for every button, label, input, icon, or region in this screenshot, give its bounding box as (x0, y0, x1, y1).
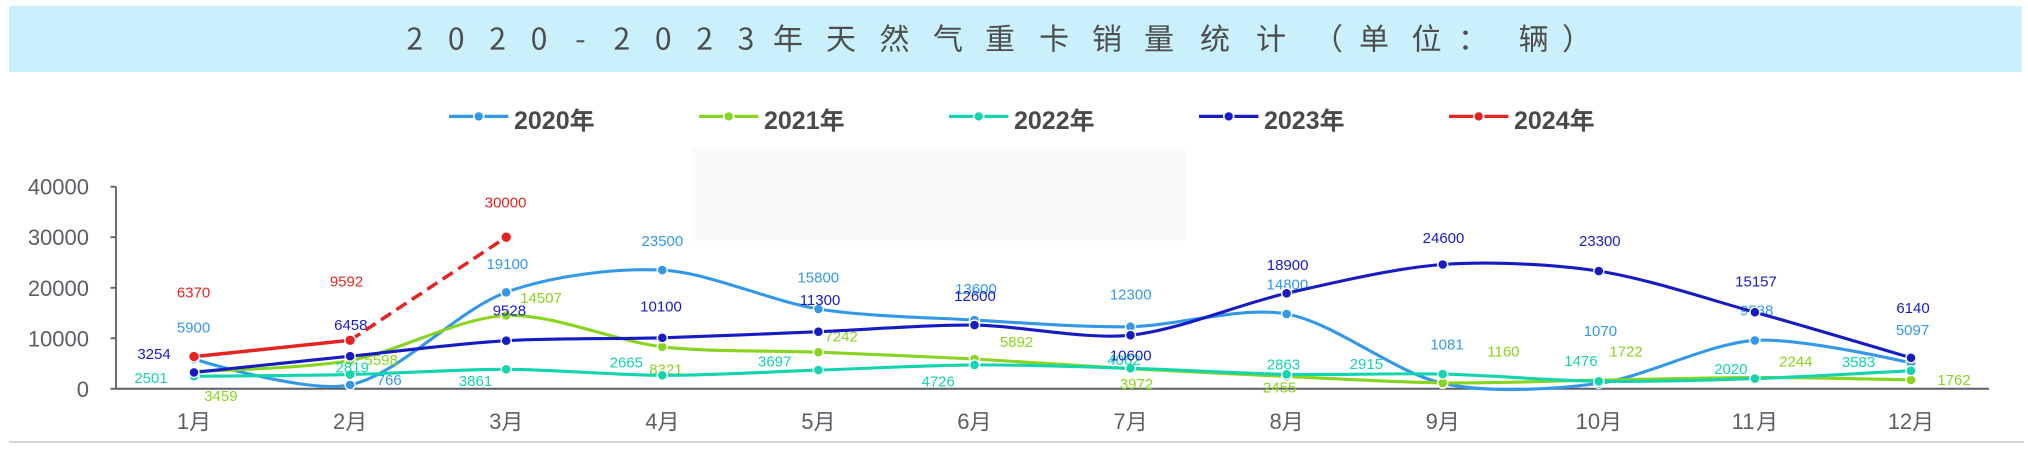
svg-text:7242: 7242 (825, 329, 858, 346)
svg-text:12600: 12600 (954, 288, 996, 305)
svg-text:10600: 10600 (1110, 347, 1152, 364)
svg-text:2665: 2665 (610, 355, 643, 372)
svg-text:1: 1 (177, 409, 189, 434)
svg-text:2244: 2244 (1779, 353, 1812, 370)
svg-text:3972: 3972 (1120, 376, 1153, 393)
svg-text:5892: 5892 (1000, 334, 1033, 351)
svg-text:6140: 6140 (1896, 300, 1929, 317)
svg-text:5598: 5598 (365, 352, 398, 369)
svg-text:15800: 15800 (797, 270, 839, 287)
svg-text:1762: 1762 (1937, 372, 1970, 389)
svg-text:3697: 3697 (758, 353, 791, 370)
svg-text:5: 5 (801, 409, 813, 434)
svg-text:19100: 19100 (486, 256, 528, 273)
svg-text:2501: 2501 (134, 370, 167, 387)
svg-text:2020: 2020 (1714, 361, 1747, 378)
svg-text:2819: 2819 (336, 360, 369, 377)
svg-text:4: 4 (645, 409, 657, 434)
svg-text:20000: 20000 (28, 276, 89, 301)
svg-text:14507: 14507 (520, 290, 562, 307)
svg-text:2024: 2024 (1514, 107, 1570, 135)
svg-text:12300: 12300 (1110, 286, 1152, 303)
svg-text:12: 12 (1888, 409, 1912, 434)
svg-text:10: 10 (1576, 409, 1600, 434)
svg-text:2020: 2020 (514, 107, 570, 135)
svg-text:5097: 5097 (1896, 322, 1929, 339)
svg-text:6370: 6370 (177, 284, 210, 301)
svg-text:2022: 2022 (1014, 107, 1070, 135)
svg-text:3254: 3254 (137, 346, 170, 363)
svg-text:4726: 4726 (922, 373, 955, 390)
svg-text:0: 0 (77, 377, 89, 402)
svg-text:1070: 1070 (1584, 323, 1617, 340)
svg-text:766: 766 (377, 372, 402, 389)
svg-text:18900: 18900 (1267, 257, 1309, 274)
svg-text:9: 9 (1426, 409, 1438, 434)
svg-text:11300: 11300 (800, 292, 841, 309)
svg-text:1476: 1476 (1564, 353, 1597, 370)
svg-text:2: 2 (333, 409, 345, 434)
svg-text:30000: 30000 (485, 195, 527, 212)
svg-text:2455: 2455 (1263, 380, 1296, 397)
svg-text:30000: 30000 (28, 225, 89, 250)
svg-text:13600: 13600 (955, 281, 997, 298)
svg-text:15157: 15157 (1735, 274, 1777, 291)
svg-text:1081: 1081 (1430, 337, 1463, 354)
svg-text:10100: 10100 (640, 299, 682, 316)
svg-text:4062: 4062 (1107, 352, 1140, 369)
svg-text:8: 8 (1270, 409, 1282, 434)
svg-text:23500: 23500 (642, 233, 684, 250)
svg-text:9592: 9592 (330, 273, 363, 290)
svg-text:9528: 9528 (493, 302, 526, 319)
svg-text:1722: 1722 (1609, 344, 1642, 361)
svg-text:3459: 3459 (204, 388, 237, 405)
svg-text:5900: 5900 (177, 319, 210, 336)
svg-text:2915: 2915 (1350, 356, 1383, 373)
svg-text:3: 3 (489, 409, 501, 434)
svg-text:24600: 24600 (1423, 230, 1465, 247)
svg-text:11: 11 (1732, 409, 1755, 434)
svg-text:3583: 3583 (1842, 354, 1875, 371)
svg-text:6458: 6458 (334, 317, 367, 334)
svg-text:2023: 2023 (1264, 107, 1320, 135)
svg-text:3861: 3861 (459, 373, 492, 390)
svg-text:7: 7 (1113, 409, 1125, 434)
svg-text:23300: 23300 (1579, 233, 1621, 250)
svg-text:6: 6 (957, 409, 969, 434)
svg-text:2863: 2863 (1267, 356, 1300, 373)
svg-text:2021: 2021 (764, 107, 820, 135)
svg-text:14800: 14800 (1267, 276, 1309, 293)
svg-text:1160: 1160 (1487, 344, 1519, 361)
svg-text:40000: 40000 (28, 175, 89, 200)
svg-text:10000: 10000 (28, 326, 89, 351)
